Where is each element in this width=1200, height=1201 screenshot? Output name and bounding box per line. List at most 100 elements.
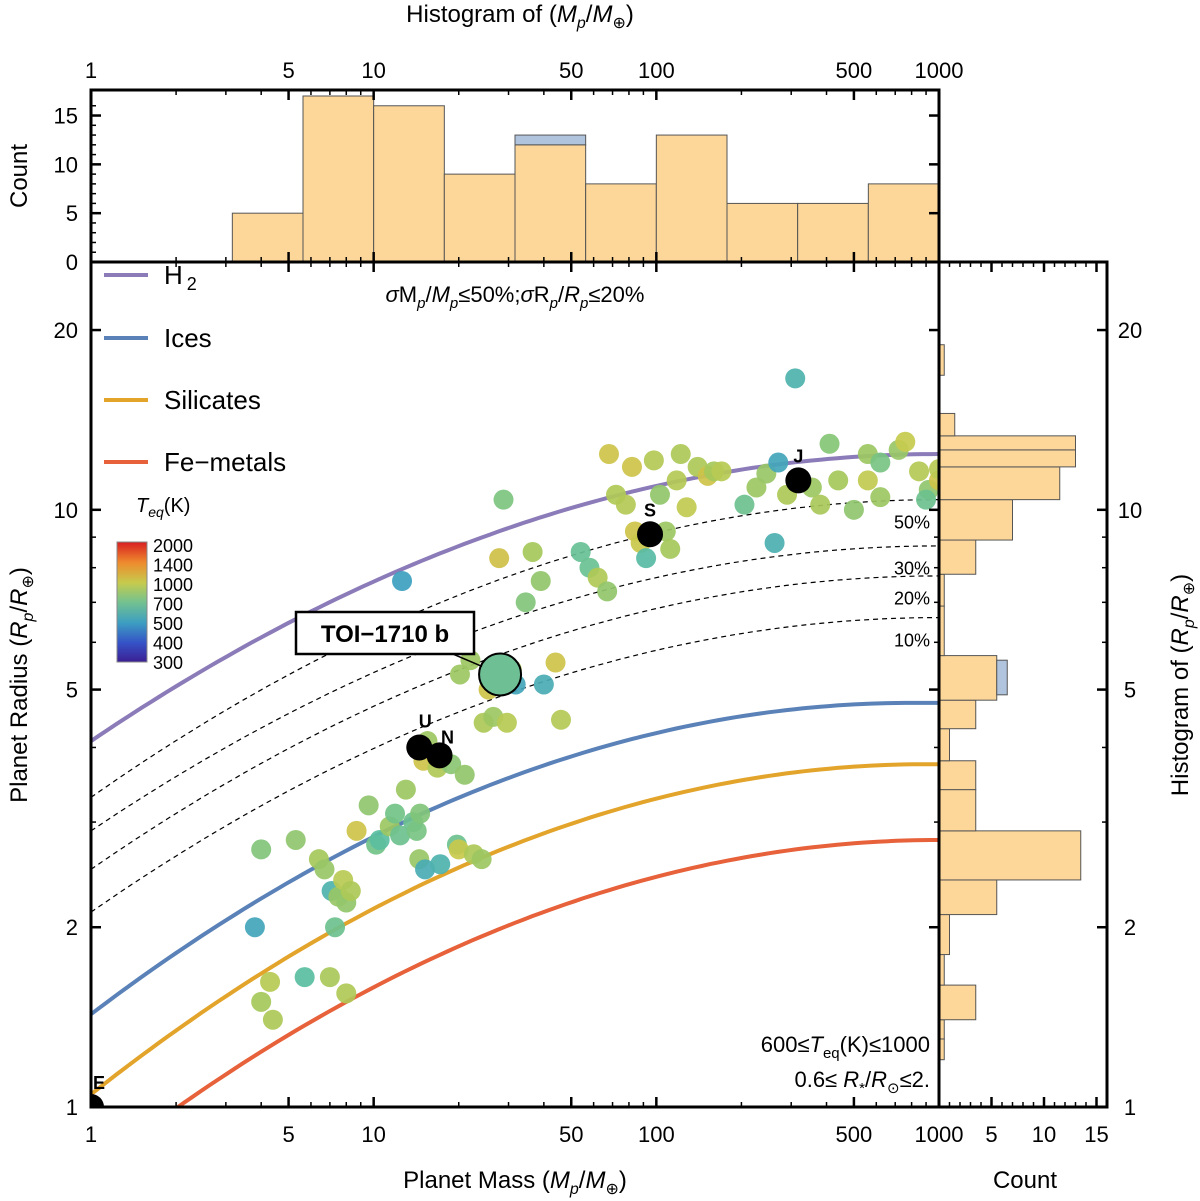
subtitle-part: / bbox=[425, 282, 432, 307]
xlabel-part: M bbox=[550, 1167, 570, 1194]
exoplanet-point bbox=[545, 652, 566, 673]
right-hist-bar bbox=[938, 760, 977, 791]
subtitle-part: p bbox=[549, 295, 558, 312]
exoplanet-point bbox=[785, 368, 806, 389]
top-hist-bar bbox=[726, 202, 799, 263]
solar-planet-label: S bbox=[644, 500, 656, 520]
exoplanet-point bbox=[734, 494, 755, 515]
right-hist-bar bbox=[938, 789, 977, 832]
legend-label: Ices bbox=[164, 323, 212, 353]
exoplanet-point bbox=[319, 967, 340, 988]
right-y-tick-label: 10 bbox=[1118, 498, 1142, 523]
exoplanet-point bbox=[676, 497, 697, 518]
colorbar-gradient bbox=[116, 541, 148, 663]
composition-curve bbox=[91, 762, 939, 1096]
colorbar-label: 2000 bbox=[153, 536, 193, 556]
right-hist-highlight-bar bbox=[996, 659, 1008, 696]
ylabel-part: / bbox=[6, 606, 33, 613]
top-hist-bar bbox=[514, 144, 587, 263]
top-hist-bar bbox=[302, 95, 375, 263]
exoplanet-point bbox=[325, 917, 346, 938]
solar-planet-marker bbox=[91, 1094, 104, 1107]
exoplanet-point bbox=[819, 433, 840, 454]
exoplanet-point bbox=[395, 779, 416, 800]
right-hist-bar bbox=[938, 914, 950, 956]
solar-planet-label: U bbox=[419, 711, 432, 731]
colorbar-label: 300 bbox=[153, 653, 183, 673]
right-title-part: / bbox=[1167, 612, 1194, 619]
subtitle-part: / bbox=[558, 282, 565, 307]
exoplanet-point bbox=[340, 880, 361, 901]
exoplanet-point bbox=[843, 499, 864, 520]
composition-curve bbox=[174, 838, 939, 1107]
solar-system-planets: E UN S J bbox=[91, 446, 812, 1107]
exoplanet-point bbox=[570, 541, 591, 562]
top-histogram-bars bbox=[231, 95, 940, 263]
solar-planet-marker bbox=[785, 467, 812, 494]
top-title-part: M bbox=[557, 1, 577, 28]
exoplanet-point bbox=[493, 489, 514, 510]
ylabel-part: R bbox=[6, 589, 33, 606]
top-title-part: ) bbox=[626, 1, 634, 28]
annotation-part: / bbox=[865, 1067, 872, 1092]
right-hist-bar bbox=[938, 539, 977, 575]
right-hist-bar bbox=[938, 655, 998, 701]
right-y-tick-label: 20 bbox=[1118, 318, 1142, 343]
exoplanet-point bbox=[857, 470, 878, 491]
xlabel-part: p bbox=[569, 1181, 579, 1198]
exoplanet-point bbox=[551, 709, 572, 730]
main-ticks: 1 5 10 50 100 500 1000 1 2 5 10 20 bbox=[54, 262, 963, 1147]
colorbar-title-part: T bbox=[136, 495, 150, 517]
legend-label-text: Ices bbox=[164, 323, 212, 353]
exoplanet-point bbox=[909, 461, 930, 482]
annotation-part: * bbox=[859, 1080, 865, 1097]
top-hist-bar bbox=[655, 134, 728, 263]
top-title-part: M bbox=[592, 1, 612, 28]
top-hist-bar bbox=[231, 212, 304, 263]
exoplanet-points bbox=[244, 368, 939, 1030]
xlabel-part: ) bbox=[619, 1167, 627, 1194]
solar-planet-marker bbox=[406, 734, 433, 761]
exoplanet-point bbox=[251, 839, 272, 860]
top-histogram-title: Histogram of (Mp/M⊕) bbox=[406, 1, 634, 32]
right-histogram-bars bbox=[938, 344, 1082, 1061]
right-x-tick-label: 15 bbox=[1084, 1122, 1108, 1147]
target-planet: TOI−1710 b bbox=[294, 610, 523, 697]
exoplanet-point bbox=[598, 444, 619, 465]
xlabel-part: / bbox=[579, 1167, 586, 1194]
top-title-part: / bbox=[586, 1, 593, 28]
solar-planet-label: N bbox=[441, 727, 454, 747]
main-y-tick-label: 10 bbox=[54, 498, 78, 523]
legend-label-text: H bbox=[164, 260, 183, 290]
teq-range-annotation: 600≤Teq(K)≤1000 bbox=[761, 1032, 930, 1062]
subtitle-part: σ bbox=[386, 282, 400, 307]
subtitle-part: σ bbox=[520, 282, 534, 307]
dashed-curve-label: 50% bbox=[894, 512, 930, 532]
right-title-part: ⊕ bbox=[1181, 582, 1198, 595]
dashed-curve-label: 30% bbox=[894, 559, 930, 579]
top-hist-highlight-bar bbox=[514, 134, 587, 146]
main-x-tick-label: 10 bbox=[361, 1122, 385, 1147]
annotation-part: eq bbox=[823, 1045, 840, 1062]
colorbar-label: 1000 bbox=[153, 575, 193, 595]
target-label-box bbox=[294, 610, 476, 656]
exoplanet-point bbox=[522, 541, 543, 562]
annotation-part: 600≤ bbox=[761, 1032, 810, 1057]
top-x-tick-label: 500 bbox=[836, 58, 873, 83]
top-y-tick-label: 5 bbox=[66, 201, 78, 226]
exoplanet-point bbox=[430, 854, 451, 875]
solar-planet-label: E bbox=[93, 1073, 105, 1093]
mass-radius-plot: E UN S J 1 5 10 50 100 500 1000 1 2 5 10 20 TOI−1710 b… bbox=[6, 260, 963, 1198]
right-y-tick-label: 1 bbox=[1124, 1095, 1136, 1120]
right-hist-bar bbox=[938, 466, 1061, 501]
main-x-tick-label: 50 bbox=[559, 1122, 583, 1147]
xlabel-part: ⊕ bbox=[605, 1181, 618, 1198]
exoplanet-point bbox=[670, 444, 691, 465]
solar-planet-marker bbox=[426, 742, 453, 769]
right-y-tick-label: 5 bbox=[1124, 678, 1136, 703]
exoplanet-point bbox=[895, 431, 916, 452]
exoplanet-point bbox=[515, 592, 536, 613]
right-ticks: 5 10 15 1 2 5 10 20 bbox=[948, 262, 1142, 1147]
top-histogram: Histogram of (Mp/M⊕) 1 5 10 50 100 500 1000 05… bbox=[6, 1, 963, 275]
